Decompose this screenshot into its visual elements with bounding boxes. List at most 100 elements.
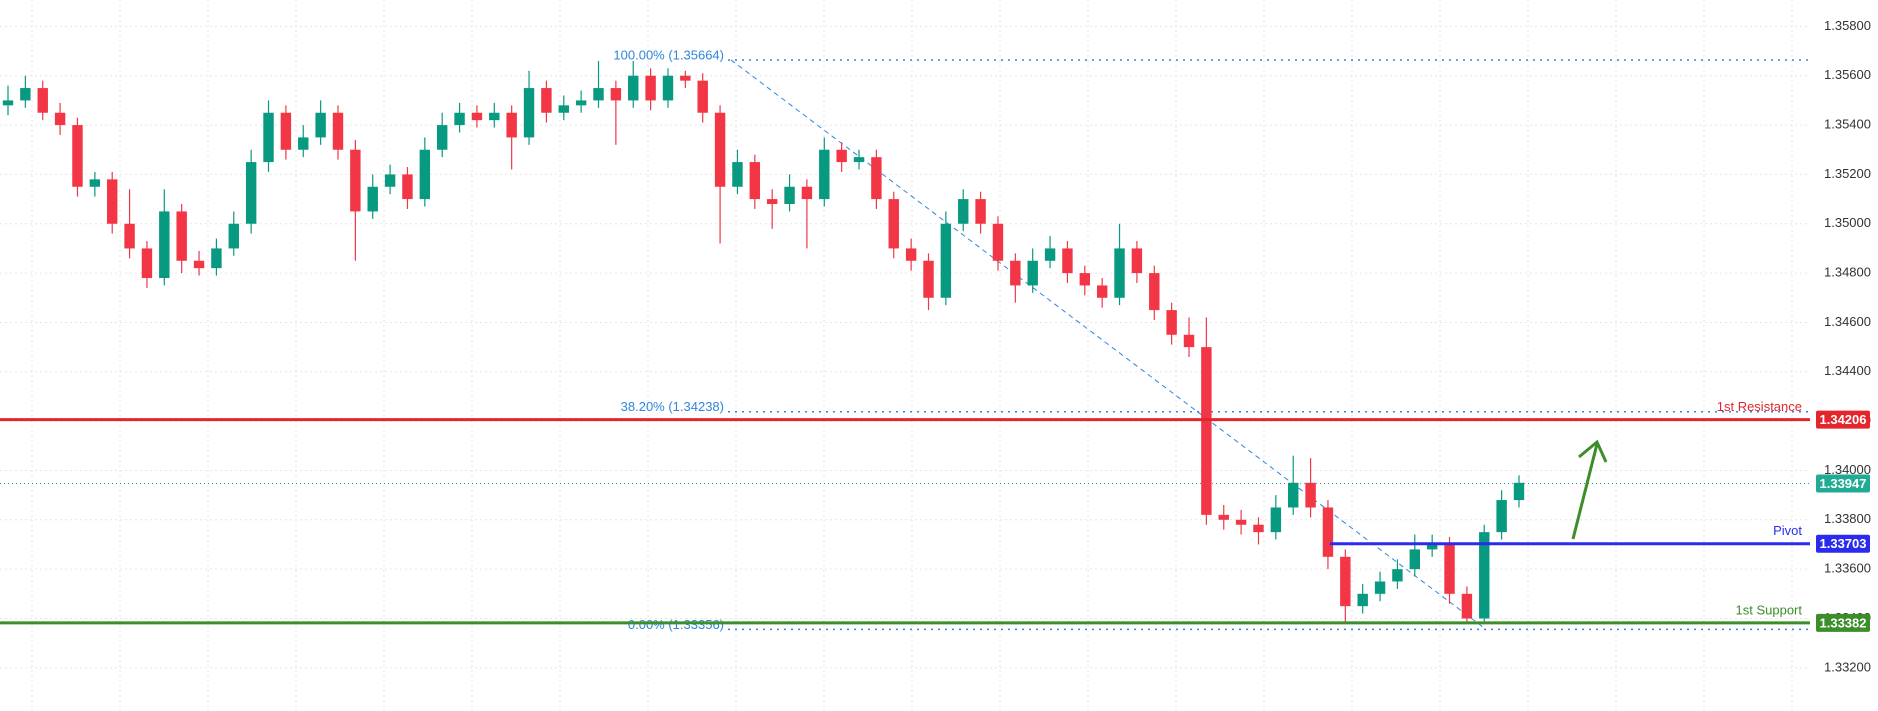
y-tick-label: 1.35400 <box>1824 117 1871 132</box>
candle-body <box>575 100 587 106</box>
candle-body <box>1305 482 1316 508</box>
candle-body <box>958 199 969 224</box>
candle-body <box>454 112 465 126</box>
candle-body <box>1044 248 1056 261</box>
y-tick-label: 1.34600 <box>1824 314 1871 329</box>
candle-body <box>1322 507 1334 557</box>
candle-body <box>1409 549 1421 570</box>
candle-body <box>298 137 309 150</box>
candle-body <box>975 199 986 224</box>
y-tick-label: 1.35600 <box>1824 67 1871 82</box>
price-tag-label: 1.33703 <box>1820 536 1867 551</box>
candle-body <box>2 100 14 106</box>
candle-body <box>245 162 257 224</box>
candle-body <box>1235 519 1247 525</box>
candle-body <box>176 211 187 261</box>
y-tick-label: 1.35800 <box>1824 18 1871 33</box>
candle-body <box>905 248 917 261</box>
y-tick-label: 1.33800 <box>1824 511 1871 526</box>
candle-body <box>801 186 813 200</box>
candle-body <box>1392 569 1403 582</box>
candle-body <box>315 112 326 138</box>
candle-body <box>992 223 1004 261</box>
candle-body <box>871 157 882 200</box>
candle-body <box>1062 248 1073 274</box>
price-tag-label: 1.34206 <box>1820 412 1867 427</box>
candle-body <box>1114 248 1125 298</box>
candle-body <box>367 186 378 212</box>
candle-body <box>263 112 274 163</box>
candle-body <box>72 125 83 187</box>
price-tag <box>1816 534 1870 553</box>
vertical-grid <box>31 0 1793 711</box>
candle-body <box>106 179 118 224</box>
candle-body <box>888 199 899 249</box>
price-tag-label: 1.33382 <box>1820 615 1867 630</box>
candle-body <box>662 75 674 101</box>
candle-body <box>1340 556 1351 607</box>
candle-body <box>1218 514 1229 520</box>
level-name: Pivot <box>1773 523 1802 538</box>
candle-body <box>819 149 830 200</box>
level-name: 1st Support <box>1736 602 1803 617</box>
candle-body <box>923 260 934 298</box>
candle-body <box>124 223 135 249</box>
price-tag <box>1816 474 1870 493</box>
y-tick-label: 1.34800 <box>1824 265 1871 280</box>
candle-body <box>1374 581 1386 594</box>
candle-body <box>1253 524 1264 533</box>
y-tick-label: 1.33200 <box>1824 659 1871 674</box>
candle-body <box>471 112 483 121</box>
candle-body <box>1166 310 1177 335</box>
fib-trend-line <box>730 59 1487 630</box>
candle-body <box>1461 593 1473 619</box>
candle-body <box>645 75 656 101</box>
candle-body <box>1288 482 1299 508</box>
candle-body <box>89 179 101 187</box>
price-tag <box>1816 613 1870 632</box>
y-tick-label: 1.34000 <box>1824 462 1871 477</box>
candle-body <box>1426 544 1438 550</box>
y-tick-label: 1.35200 <box>1824 166 1871 181</box>
candle-body <box>732 162 743 187</box>
candle-body <box>628 75 639 101</box>
candle-body <box>749 162 761 200</box>
candle-body <box>159 211 170 279</box>
candle-body <box>680 75 691 81</box>
y-tick-label: 1.33600 <box>1824 561 1871 576</box>
candle-body <box>541 88 552 113</box>
candle-body <box>1496 500 1507 533</box>
candle-body <box>1513 482 1525 501</box>
candle-body <box>1183 334 1195 348</box>
candle-body <box>1270 507 1282 533</box>
y-tick-label: 1.34400 <box>1824 363 1871 378</box>
candle-body <box>193 260 205 269</box>
candle-body <box>506 112 517 138</box>
candle-body <box>402 174 413 200</box>
candle-body <box>211 248 222 269</box>
fib-label: 100.00% (1.35664) <box>613 47 724 62</box>
candle-body <box>523 88 535 138</box>
candle-body <box>332 112 344 150</box>
candle-body <box>419 149 431 200</box>
candle-body <box>610 88 622 101</box>
candle-body <box>1201 347 1212 515</box>
candle-body <box>1131 248 1143 274</box>
arrow-head <box>1578 439 1608 463</box>
price-tag <box>1816 410 1870 429</box>
y-tick-label: 1.35000 <box>1824 215 1871 230</box>
candle-body <box>1079 273 1091 286</box>
candle-body <box>1149 273 1160 311</box>
candle-body <box>1479 532 1490 619</box>
price-tag-label: 1.33947 <box>1820 476 1867 491</box>
candle-body <box>20 88 31 101</box>
level-name: 1st Resistance <box>1717 399 1802 414</box>
candle-body <box>1444 544 1455 594</box>
arrow-shaft <box>1571 443 1599 540</box>
candle-body <box>1027 260 1038 286</box>
candle-body <box>228 223 239 249</box>
candle-body <box>558 105 569 113</box>
candle-body <box>1010 260 1021 286</box>
